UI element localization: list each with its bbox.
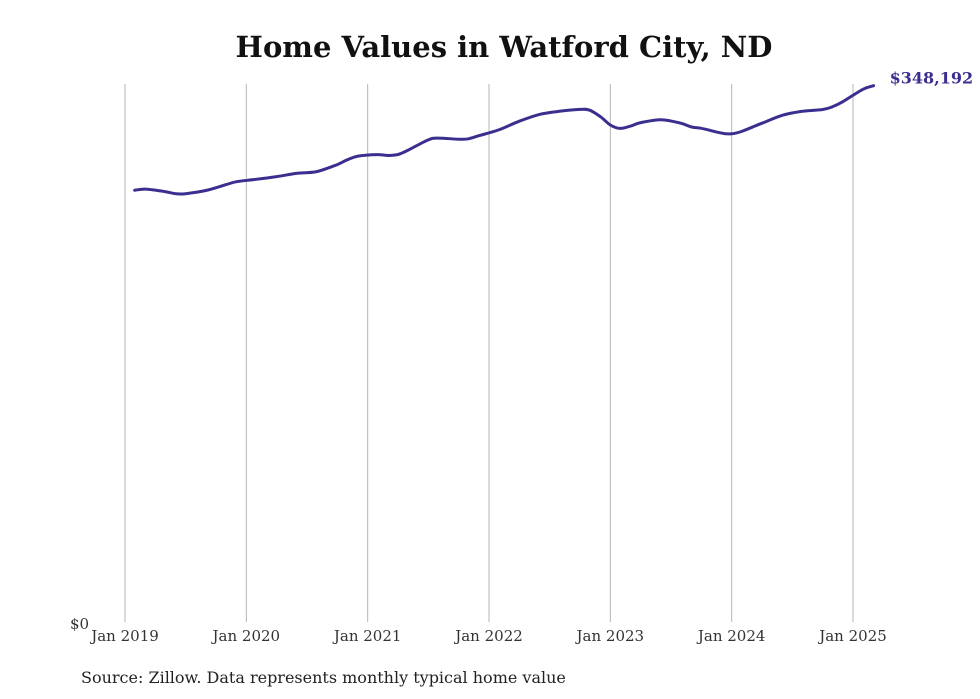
source-note: Source: Zillow. Data represents monthly …	[81, 668, 566, 687]
x-tick-label: Jan 2020	[211, 627, 281, 645]
x-tick-label: Jan 2019	[89, 627, 159, 645]
series-group	[133, 84, 876, 196]
x-tick-label: Jan 2023	[575, 627, 645, 645]
x-tick-label: Jan 2021	[332, 627, 402, 645]
x-axis: Jan 2019 Jan 2020 Jan 2021 Jan 2022 Jan 2023…	[89, 627, 887, 645]
x-tick-label: Jan 2025	[817, 627, 887, 645]
end-value-label: $348,192	[890, 69, 974, 88]
x-tick-label: Jan 2024	[696, 627, 766, 645]
gridlines	[124, 84, 854, 622]
x-tick-label: Jan 2022	[453, 627, 523, 645]
chart-title: Home Values in Watford City, ND	[235, 30, 773, 64]
y-tick-label-zero: $0	[70, 615, 89, 633]
series-line-0	[133, 84, 876, 196]
